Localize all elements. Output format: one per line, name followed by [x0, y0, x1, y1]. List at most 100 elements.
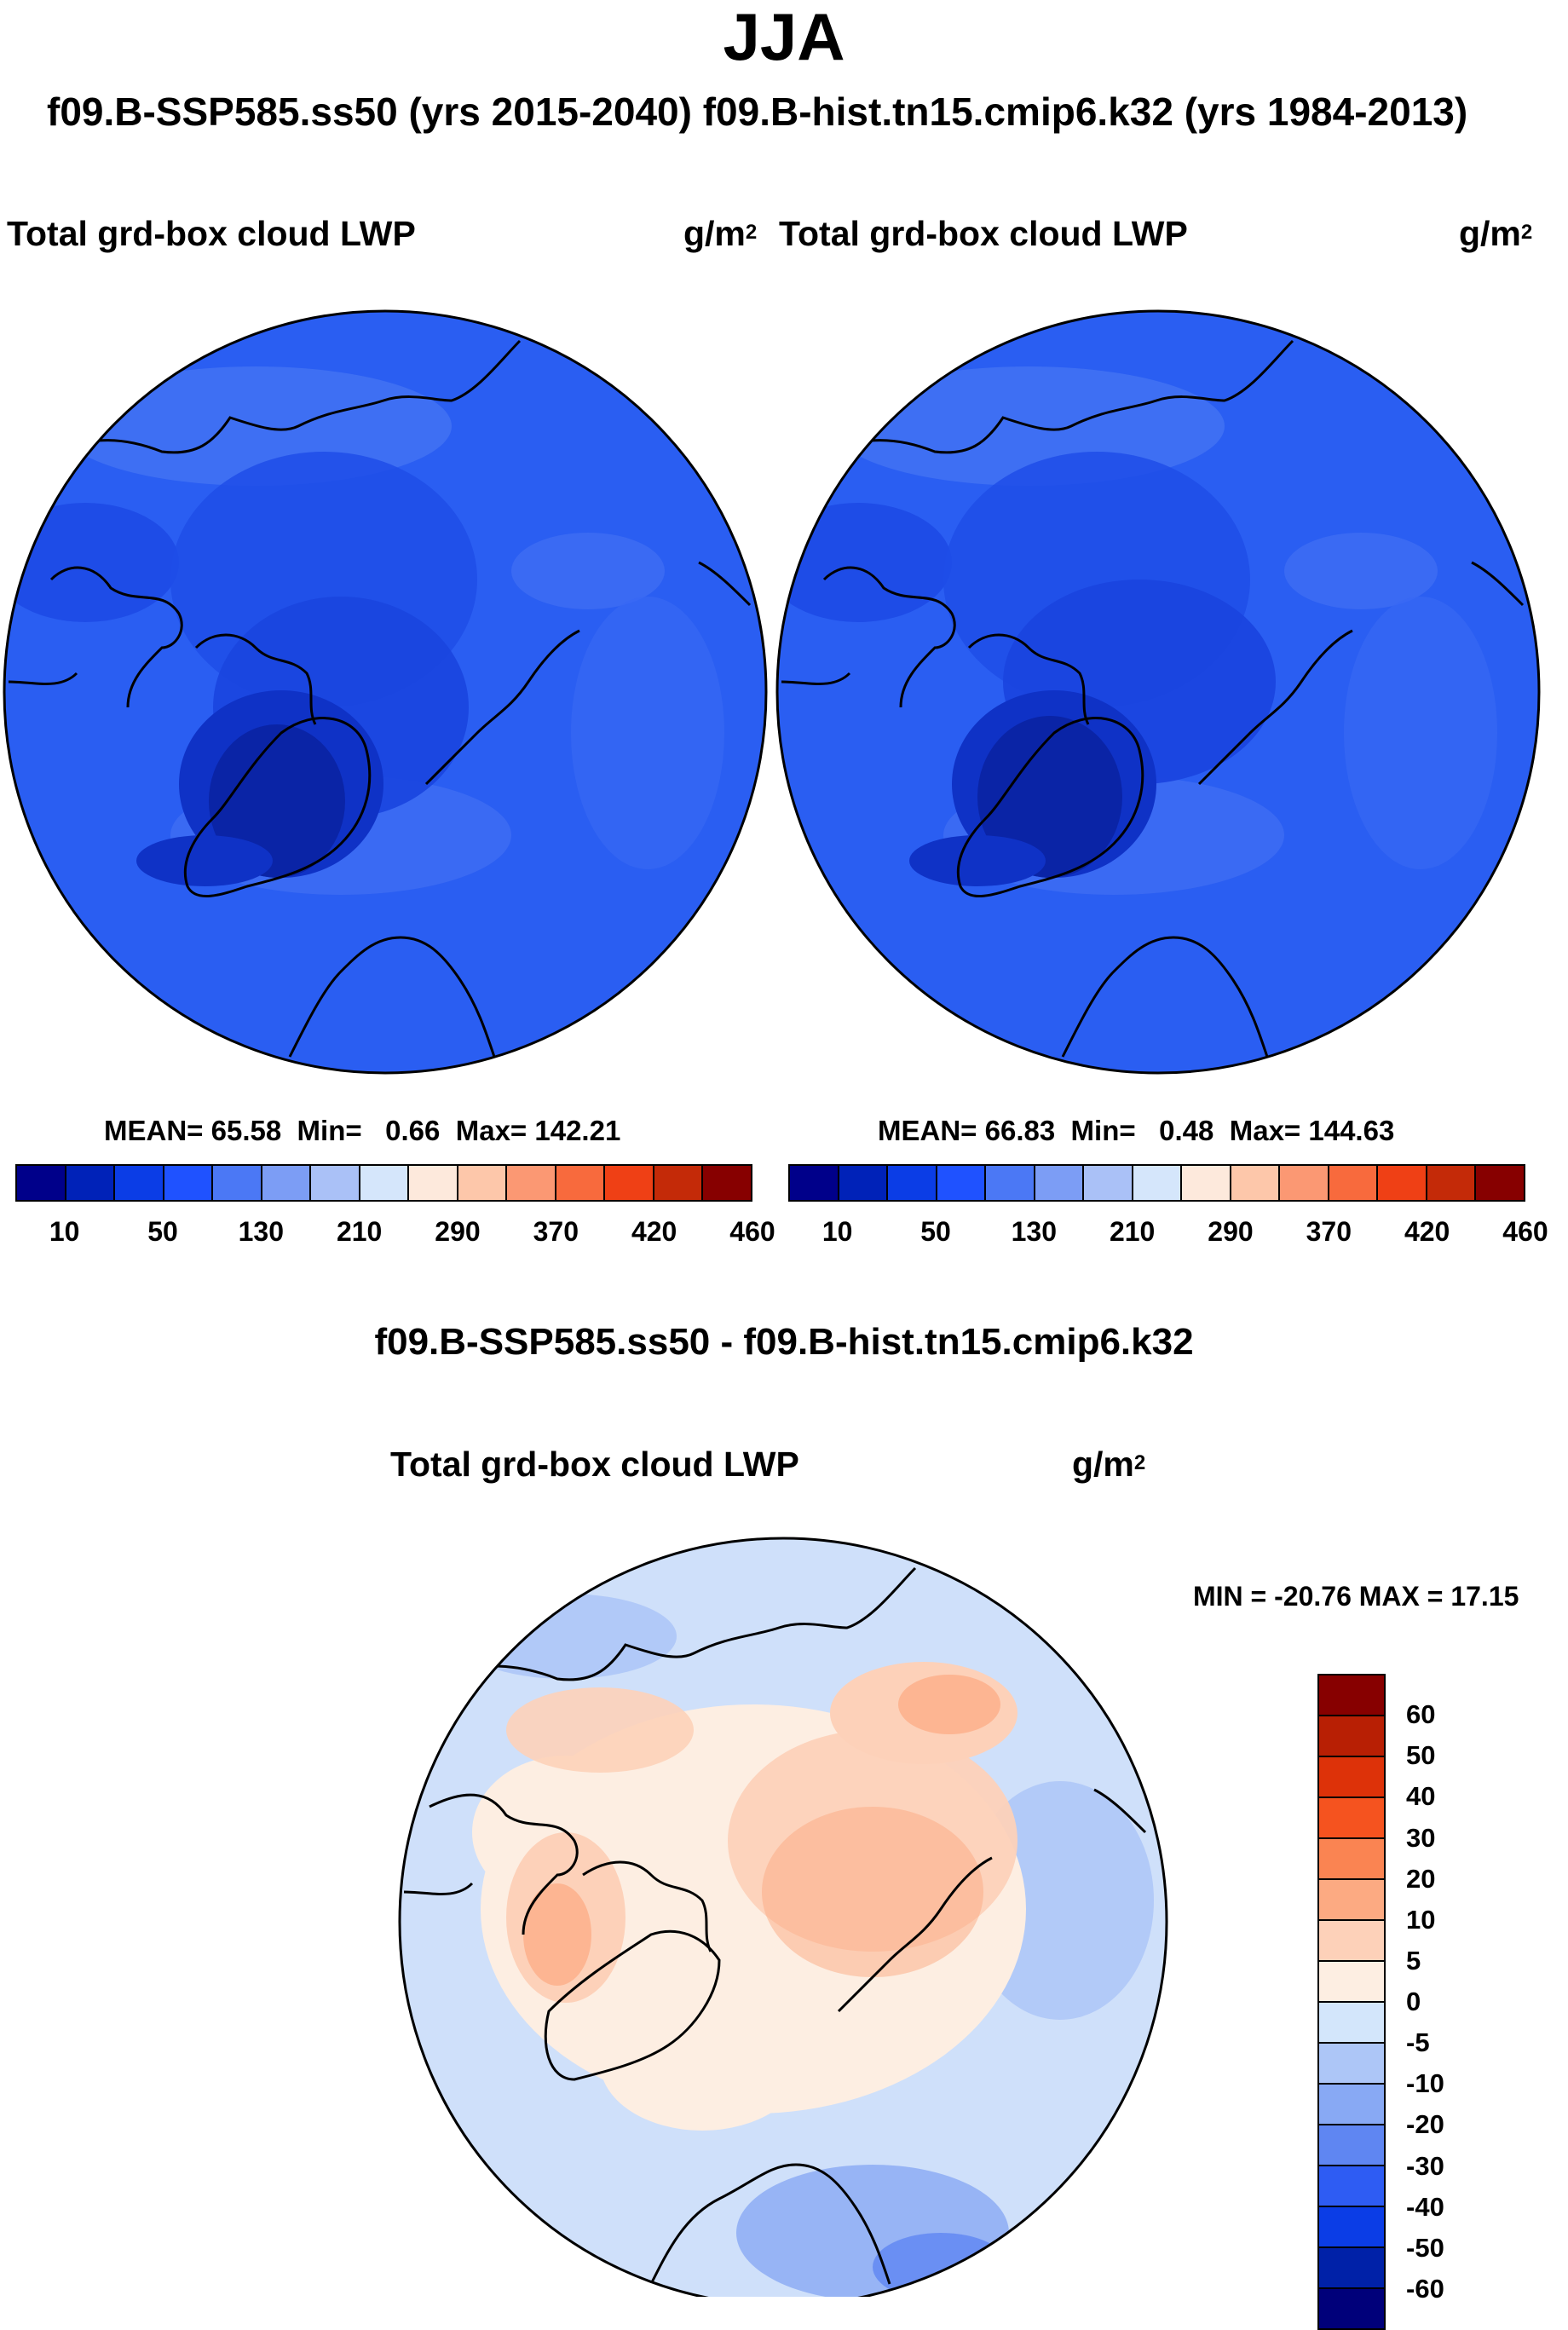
panel-left-units: g/m2	[683, 214, 758, 253]
colorbar-swatch	[703, 1166, 751, 1200]
colorbar-swatch	[986, 1166, 1035, 1200]
colorbar-swatch	[654, 1166, 704, 1200]
map-border	[3, 309, 768, 1075]
colorbar-swatch	[164, 1166, 214, 1200]
colorbar-tick-label: 0	[1406, 1987, 1421, 2016]
colorbar-tick-label: 30	[1406, 1822, 1436, 1853]
colorbar-swatch	[1319, 1962, 1384, 2003]
left-polar-map	[3, 309, 768, 1075]
colorbar-swatch	[17, 1166, 66, 1200]
colorbar-swatch	[1319, 2166, 1384, 2207]
colorbar-tick-label: 50	[147, 1216, 178, 1247]
colorbar-tick-label: -10	[1406, 2068, 1444, 2099]
colorbar-tick-label: 210	[336, 1216, 383, 1247]
coastlines	[781, 339, 1525, 1058]
panel-right-title: Total grd-box cloud LWP	[779, 214, 1188, 253]
colorbar-swatch	[1378, 1166, 1427, 1200]
colorbar-swatch	[839, 1166, 889, 1200]
colorbar-tick-label: -5	[1406, 2027, 1430, 2058]
right-colorbar	[788, 1164, 1525, 1202]
colorbar-swatch	[1319, 2044, 1384, 2085]
colorbar-swatch	[888, 1166, 937, 1200]
diff-polar-map	[398, 1537, 1168, 2297]
colorbar-tick-label: -30	[1406, 2150, 1444, 2181]
panel-left-stats: MEAN= 65.58 Min= 0.66 Max= 142.21	[104, 1115, 621, 1146]
colorbar-tick-label: 290	[1208, 1216, 1254, 1247]
panel-left-title: Total grd-box cloud LWP	[7, 214, 416, 253]
colorbar-swatch	[1427, 1166, 1477, 1200]
colorbar-tick-label: 370	[1306, 1216, 1352, 1247]
colorbar-tick-label: 290	[435, 1216, 481, 1247]
colorbar-swatch	[1319, 2085, 1384, 2125]
colorbar-swatch	[1319, 1921, 1384, 1962]
colorbar-swatch	[937, 1166, 987, 1200]
colorbar-tick-label: 50	[920, 1216, 951, 1247]
colorbar-swatch	[1319, 2289, 1384, 2328]
colorbar-swatch	[605, 1166, 654, 1200]
diff-title: f09.B-SSP585.ss50 - f09.B-hist.tn15.cmip…	[374, 1321, 1194, 1363]
colorbar-swatch	[1319, 1839, 1384, 1880]
colorbar-tick-label: 420	[1404, 1216, 1450, 1247]
colorbar-tick-label: 5	[1406, 1945, 1421, 1975]
colorbar-tick-label: 210	[1109, 1216, 1156, 1247]
left-colorbar	[15, 1164, 752, 1202]
colorbar-swatch	[1319, 1880, 1384, 1921]
colorbar-swatch	[1319, 2248, 1384, 2289]
colorbar-tick-label: 370	[533, 1216, 579, 1247]
panel-right-stats: MEAN= 66.83 Min= 0.48 Max= 144.63	[878, 1115, 1395, 1146]
map-border	[398, 1537, 1168, 2297]
colorbar-swatch	[1319, 2003, 1384, 2044]
colorbar-swatch	[790, 1166, 839, 1200]
colorbar-tick-label: -60	[1406, 2273, 1444, 2304]
colorbar-tick-label: 460	[729, 1216, 775, 1247]
colorbar-swatch	[1084, 1166, 1133, 1200]
colorbar-swatch	[262, 1166, 312, 1200]
colorbar-swatch	[115, 1166, 164, 1200]
colorbar-swatch	[1319, 1716, 1384, 1757]
colorbar-swatch	[458, 1166, 508, 1200]
colorbar-tick-label: 40	[1406, 1781, 1436, 1812]
right-polar-map	[775, 309, 1541, 1075]
colorbar-swatch	[360, 1166, 410, 1200]
colorbar-tick-label: -50	[1406, 2232, 1444, 2263]
colorbar-swatch	[1182, 1166, 1231, 1200]
colorbar-swatch	[1319, 1757, 1384, 1798]
colorbar-swatch	[66, 1166, 116, 1200]
colorbar-swatch	[1476, 1166, 1524, 1200]
colorbar-tick-label: 130	[1011, 1216, 1058, 1247]
coastlines	[8, 339, 752, 1058]
colorbar-swatch	[1280, 1166, 1329, 1200]
colorbar-tick-label: 60	[1406, 1699, 1436, 1730]
colorbar-swatch	[1231, 1166, 1281, 1200]
colorbar-swatch	[409, 1166, 458, 1200]
colorbar-tick-label: -20	[1406, 2109, 1444, 2140]
panel-right-units: g/m2	[1459, 214, 1533, 253]
colorbar-swatch	[1133, 1166, 1183, 1200]
colorbar-swatch	[507, 1166, 556, 1200]
colorbar-tick-label: 10	[1406, 1904, 1436, 1935]
colorbar-tick-label: -40	[1406, 2191, 1444, 2222]
diff-colorbar	[1317, 1674, 1386, 2330]
colorbar-swatch	[556, 1166, 606, 1200]
colorbar-swatch	[1319, 1798, 1384, 1839]
colorbar-tick-label: 50	[1406, 1740, 1436, 1771]
colorbar-tick-label: 130	[238, 1216, 285, 1247]
runs-title: f09.B-SSP585.ss50 (yrs 2015-2040) f09.B-…	[47, 89, 1468, 134]
colorbar-swatch	[1329, 1166, 1379, 1200]
season-title: JJA	[723, 0, 845, 74]
colorbar-swatch	[311, 1166, 360, 1200]
diff-panel-units: g/m2	[1072, 1445, 1146, 1484]
colorbar-swatch	[1035, 1166, 1085, 1200]
map-border	[775, 309, 1541, 1075]
colorbar-tick-label: 460	[1502, 1216, 1548, 1247]
colorbar-tick-label: 420	[631, 1216, 677, 1247]
colorbar-swatch	[1319, 2125, 1384, 2166]
coastlines	[403, 1566, 1147, 2285]
colorbar-tick-label: 10	[49, 1216, 80, 1247]
colorbar-tick-label: 10	[821, 1216, 853, 1247]
diff-panel-title: Total grd-box cloud LWP	[390, 1445, 799, 1484]
colorbar-tick-label: 20	[1406, 1863, 1436, 1894]
colorbar-swatch	[213, 1166, 262, 1200]
colorbar-swatch	[1319, 2207, 1384, 2248]
colorbar-swatch	[1319, 1675, 1384, 1716]
